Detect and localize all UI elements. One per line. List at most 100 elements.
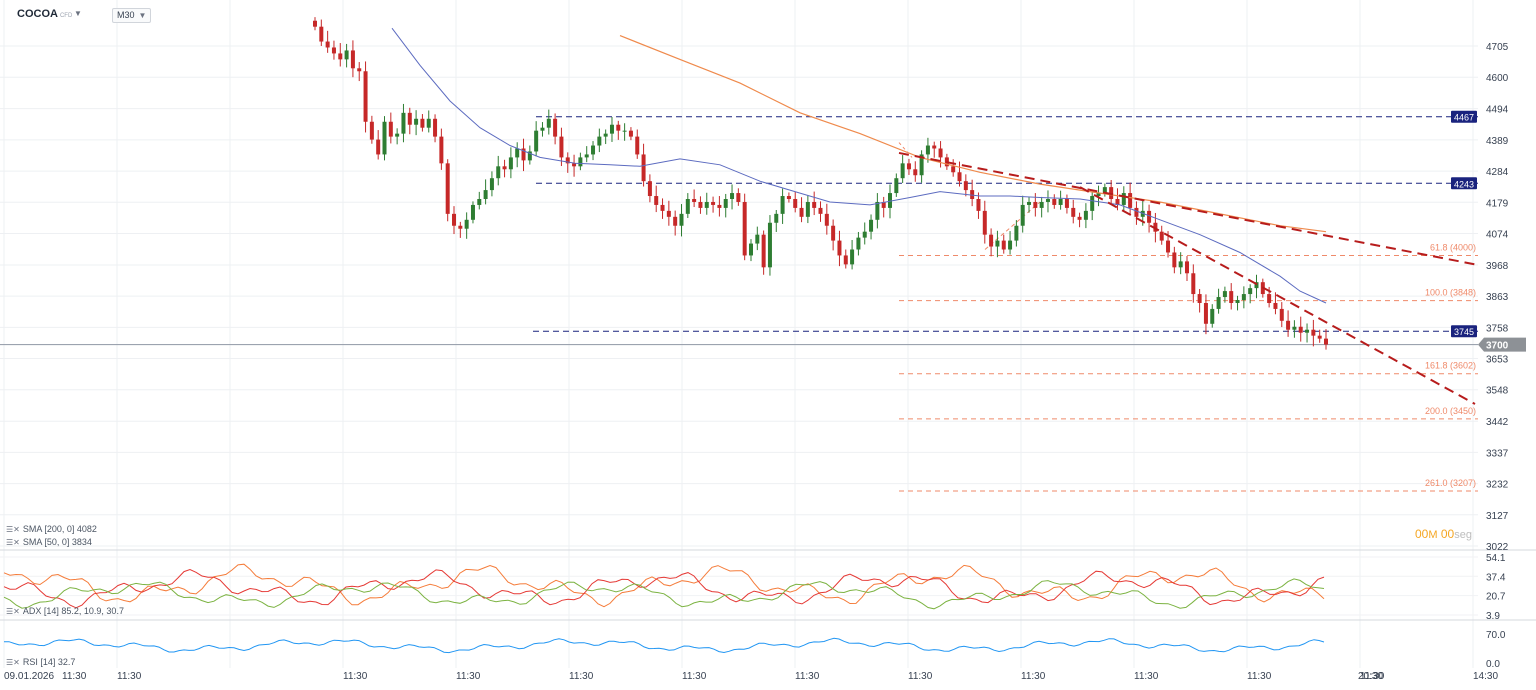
candle-body — [603, 133, 608, 137]
trendlines — [898, 142, 1476, 405]
candle-body — [426, 118, 431, 128]
candle-body — [913, 169, 918, 176]
current-price-badge — [1478, 337, 1526, 352]
settings-icon[interactable]: ☰✕ — [6, 658, 20, 667]
candle-body — [1292, 326, 1297, 330]
candle-body — [452, 213, 457, 226]
candle-body — [742, 201, 747, 256]
candle-body — [591, 145, 596, 155]
candle-body — [925, 145, 930, 155]
sma200-legend[interactable]: ☰✕ SMA [200, 0] 4082 — [6, 524, 97, 534]
candle-body — [1115, 199, 1120, 205]
adx-tick-label: 54.1 — [1486, 553, 1506, 564]
time-tick-label: 11:30 — [456, 671, 481, 682]
candle-body — [344, 50, 349, 60]
candle-body — [805, 201, 810, 217]
candle-body — [1083, 210, 1088, 220]
time-tick-label: 11:30 — [569, 671, 594, 682]
candle-body — [767, 222, 772, 268]
fib-anchor-line — [984, 201, 1041, 250]
price-tick-label: 4705 — [1486, 42, 1509, 53]
rsi-legend[interactable]: ☰✕ RSI [14] 32.7 — [6, 657, 75, 667]
moving-averages — [391, 27, 1327, 304]
candle-body — [1045, 199, 1050, 202]
time-tick-label: 20:30 — [1358, 671, 1383, 682]
candle-body — [1267, 294, 1272, 303]
level-price-badge — [1451, 177, 1477, 190]
level-price-badge — [1451, 325, 1477, 338]
countdown-seconds: 00 — [1440, 527, 1455, 541]
candle-body — [1184, 261, 1189, 274]
candle-body — [1134, 207, 1139, 217]
time-tick-label: 11:30 — [117, 671, 142, 682]
candle-body — [755, 234, 760, 244]
time-tick-label: 11:30 — [908, 671, 933, 682]
time-tick-label: 11:30 — [682, 671, 707, 682]
candle-body — [730, 193, 735, 200]
time-tick-label: 11:30 — [1134, 671, 1159, 682]
settings-icon[interactable]: ☰✕ — [6, 607, 20, 616]
candle-body — [584, 154, 589, 158]
candle-body — [464, 219, 469, 229]
timeframe-selector[interactable]: M30 ▼ — [112, 8, 152, 23]
candle-body — [635, 136, 640, 155]
candle-body — [717, 204, 722, 208]
fib-level-label: 261.0 (3207) — [1425, 478, 1476, 488]
candle-body — [932, 145, 937, 149]
candle-body — [1241, 294, 1246, 301]
adx-legend[interactable]: ☰✕ ADX [14] 85.2, 10.9, 30.7 — [6, 606, 124, 616]
symbol-selector[interactable]: COCOA CFD — [17, 8, 72, 20]
candle-body — [824, 213, 829, 226]
rsi-tick-label: 70.0 — [1486, 630, 1506, 641]
sma50-legend[interactable]: ☰✕ SMA [50, 0] 3834 — [6, 537, 92, 547]
price-tick-label: 3653 — [1486, 355, 1509, 366]
candle-body — [837, 240, 842, 256]
candle-body — [357, 68, 362, 72]
time-tick-label: 11:30 — [795, 671, 820, 682]
di-plus-line — [3, 578, 1325, 610]
candle-body — [628, 130, 633, 137]
candle-body — [1311, 329, 1316, 336]
candle-body — [1317, 335, 1322, 339]
candle-body — [1324, 338, 1328, 345]
countdown-minutes-unit: M — [1428, 529, 1438, 541]
di-minus-line — [3, 568, 1325, 609]
candle-body — [540, 127, 545, 131]
time-axis: 09.01.2026 11:30 11:30 11:30 11:30 11:30 11:30… — [4, 671, 1498, 682]
candle-body — [1064, 199, 1069, 208]
candle-body — [654, 196, 659, 205]
candle-body — [546, 118, 551, 128]
candle-body — [527, 151, 532, 161]
candle-body — [319, 26, 324, 42]
price-tick-label: 3863 — [1486, 292, 1509, 303]
price-tick-label: 3232 — [1486, 480, 1509, 491]
candle-body — [799, 207, 804, 217]
price-tick-label: 3968 — [1486, 261, 1509, 272]
candle-body — [1222, 291, 1227, 298]
candle-body — [685, 199, 690, 214]
candle-body — [1077, 216, 1082, 220]
settings-icon[interactable]: ☰✕ — [6, 538, 20, 547]
candle-body — [369, 121, 374, 140]
time-tick-label: 14:30 — [1473, 671, 1498, 682]
candle-body — [338, 53, 343, 60]
candle-body — [957, 172, 962, 182]
candle-body — [1191, 273, 1196, 295]
candle-body — [1197, 294, 1202, 303]
candle-body — [502, 166, 507, 170]
price-axis: 4705 4600 4494 4389 4284 4179 4074 3968 3863 3758… — [1486, 42, 1509, 553]
candle-body — [1203, 302, 1208, 324]
settings-icon[interactable]: ☰✕ — [6, 525, 20, 534]
candle-body — [445, 163, 450, 214]
time-tick-label: 11:30 — [1247, 671, 1272, 682]
price-tick-label: 3022 — [1486, 542, 1509, 553]
sma50-label: SMA [50, 0] 3834 — [22, 537, 92, 547]
candle-body — [894, 178, 899, 194]
grid — [0, 0, 1536, 668]
candle-body — [919, 154, 924, 176]
candle-body — [1052, 199, 1057, 205]
chevron-down-icon: ▼ — [138, 11, 147, 20]
symbol-dropdown-icon[interactable]: ▼ — [74, 9, 82, 18]
candle-body — [395, 133, 400, 137]
